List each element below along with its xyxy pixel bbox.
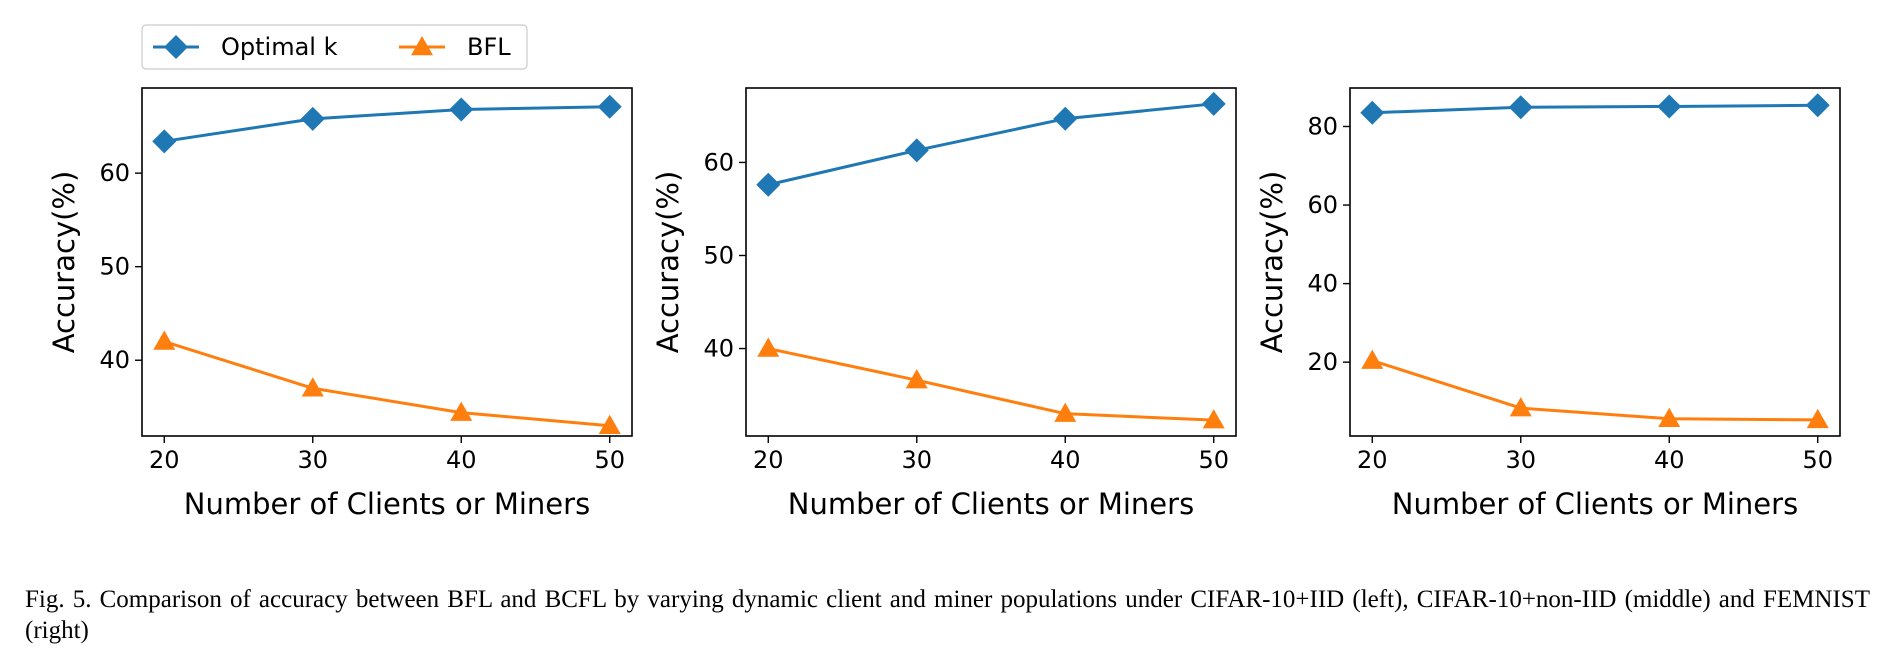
x-tick-label: 40 (1050, 446, 1081, 474)
data-point-2-1 (757, 337, 780, 357)
x-axis-label: Number of Clients or Miners (184, 487, 590, 521)
y-axis-label: Accuracy(%) (1255, 171, 1289, 354)
axes-frame (141, 87, 633, 437)
data-point-2-1 (153, 330, 176, 350)
x-tick-label: 30 (1505, 446, 1536, 474)
series-line-1 (1372, 103, 1818, 115)
y-tick-label: 50 (99, 253, 130, 281)
data-point-1-1 (756, 172, 781, 197)
y-tick-label: 40 (99, 346, 130, 374)
y-tick-label: 60 (703, 148, 734, 176)
y-tick-label: 60 (1307, 191, 1338, 219)
legend-entry-1: Optimal k (153, 33, 338, 61)
data-point-2-3 (1658, 407, 1681, 427)
chart-panel-2: 20 30 40 50 40 50 60 Number of Clients or Miner… (651, 87, 1237, 521)
legend: Optimal k BFL (141, 24, 528, 70)
data-point-2-4 (1806, 408, 1829, 429)
data-point-1-3 (1657, 94, 1682, 119)
y-tick-label: 20 (1307, 348, 1338, 376)
legend-marker (164, 35, 188, 59)
x-tick-label: 20 (149, 446, 180, 474)
data-point-2-2 (905, 369, 928, 389)
data-point-2-3 (450, 401, 473, 421)
figure-caption: Fig. 5. Comparison of accuracy between B… (25, 586, 1870, 644)
y-tick-label: 40 (1307, 270, 1338, 298)
x-axis-label: Number of Clients or Miners (788, 487, 1194, 521)
legend-label: BFL (467, 33, 511, 61)
legend-entry-2: BFL (399, 33, 511, 61)
x-tick-label: 40 (1654, 446, 1685, 474)
x-tick-label: 50 (594, 446, 625, 474)
x-tick-label: 30 (297, 446, 328, 474)
x-tick-label: 20 (753, 446, 784, 474)
chart-panel-3: 20 30 40 50 20 40 60 80 Number of Clients or Min… (1255, 87, 1841, 521)
chart-panel-1: 20 30 40 50 40 50 60 Number of Clients or Miner… (47, 87, 633, 521)
data-point-2-4 (1202, 409, 1225, 429)
y-tick-label: 40 (703, 335, 734, 363)
plots: 20 30 40 50 40 50 60 Number of Clients or Miner… (47, 87, 1841, 521)
data-point-1-4 (1201, 91, 1226, 116)
series-line-1 (767, 102, 1214, 187)
legend-box (141, 24, 528, 70)
x-tick-label: 40 (446, 446, 477, 474)
x-tick-label: 30 (901, 446, 932, 474)
data-point-1-4 (597, 94, 622, 119)
x-tick-label: 50 (1198, 446, 1229, 474)
data-point-1-4 (1805, 93, 1830, 118)
data-point-1-2 (300, 106, 325, 131)
data-point-1-2 (1508, 95, 1533, 120)
y-axis-label: Accuracy(%) (651, 171, 685, 354)
y-tick-label: 50 (703, 241, 734, 269)
legend-label: Optimal k (221, 33, 338, 61)
legend-marker (411, 36, 433, 56)
x-tick-label: 50 (1802, 446, 1833, 474)
data-point-1-1 (152, 129, 177, 154)
series-line-2 (163, 340, 610, 428)
y-tick-label: 60 (99, 159, 130, 187)
x-tick-label: 20 (1357, 446, 1388, 474)
data-point-2-1 (1361, 349, 1384, 369)
data-point-2-2 (301, 377, 324, 397)
x-axis-label: Number of Clients or Miners (1392, 487, 1798, 521)
data-point-1-3 (1053, 106, 1078, 131)
series-line-1 (164, 105, 610, 143)
y-axis-label: Accuracy(%) (47, 171, 81, 354)
axes-frame (745, 87, 1237, 437)
data-point-1-1 (1360, 100, 1385, 125)
data-point-1-3 (449, 97, 474, 122)
data-point-2-3 (1054, 402, 1077, 422)
series-line-2 (1371, 359, 1818, 422)
data-point-2-4 (598, 414, 621, 434)
data-point-2-2 (1509, 397, 1532, 417)
axes-frame (1349, 87, 1841, 437)
series-line-2 (767, 347, 1214, 422)
y-tick-label: 80 (1307, 112, 1338, 140)
data-point-1-2 (904, 138, 929, 163)
